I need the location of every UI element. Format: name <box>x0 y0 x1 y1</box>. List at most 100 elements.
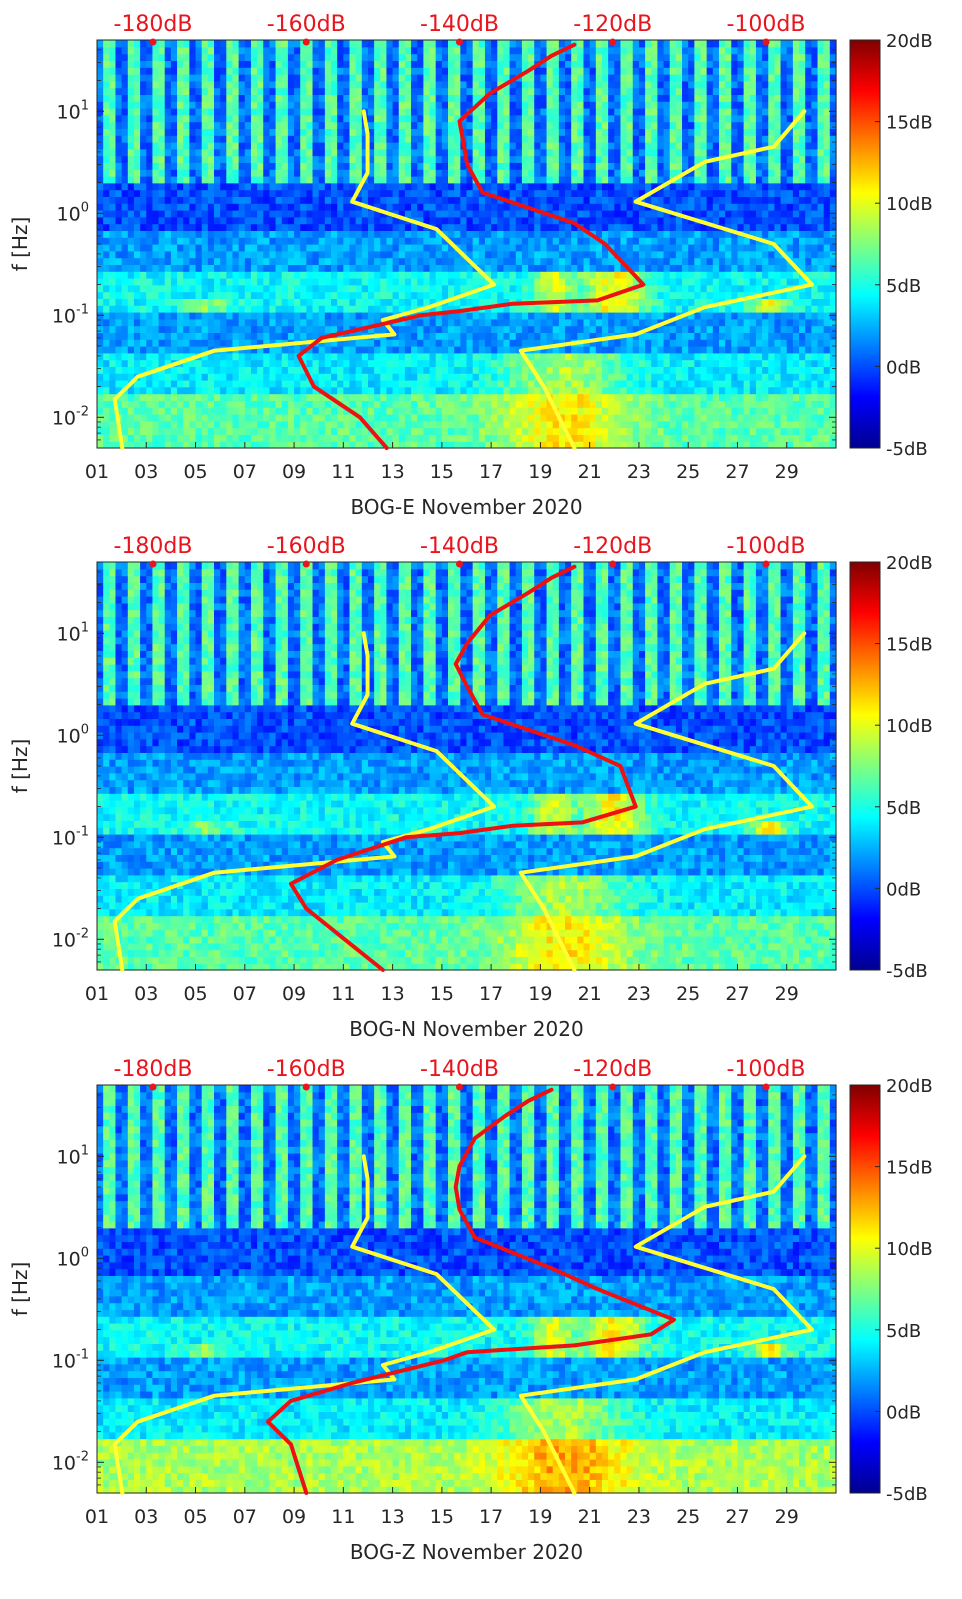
x-axis-label: BOG-E November 2020 <box>350 495 582 519</box>
x-tick-label: 09 <box>282 1506 306 1528</box>
series-line-3 <box>296 42 646 450</box>
x-tick-label: 23 <box>627 461 651 483</box>
series-line-1 <box>112 631 496 972</box>
x-tick-label: 03 <box>134 461 158 483</box>
top-axis-label: -180dB <box>114 534 193 559</box>
colorbar-tick-label: -5dB <box>886 1484 928 1505</box>
colorbar-tick-label: 0dB <box>886 879 921 900</box>
panel-2: 01 03 05 07 09 11 13 15 17 19 21 23 25 27 29 BOG-N Nove… <box>8 534 933 1041</box>
x-tick-label: 17 <box>479 461 503 483</box>
x-tick-label: 13 <box>381 983 405 1005</box>
y-tick-label: 100 <box>57 722 89 747</box>
top-axis-label: -160dB <box>267 12 346 37</box>
y-tick-label: 100 <box>57 200 89 225</box>
top-axis-label: -180dB <box>114 1057 193 1082</box>
top-axis-label: -160dB <box>267 534 346 559</box>
colorbar-tick-label: 10dB <box>886 1239 933 1260</box>
x-tick-label: 29 <box>775 461 799 483</box>
panel-1: 01 03 05 07 09 11 13 15 17 19 21 23 25 27 29 BOG-E Nove… <box>8 12 933 519</box>
x-tick-label: 01 <box>85 983 109 1005</box>
colorbar-tick-label: 15dB <box>886 113 933 134</box>
x-tick-label: 23 <box>627 983 651 1005</box>
x-axis-label: BOG-Z November 2020 <box>350 1540 583 1564</box>
y-axis-label: f [Hz] <box>8 1262 32 1317</box>
top-axis-marker <box>302 560 310 568</box>
x-tick-label: 17 <box>479 983 503 1005</box>
top-axis-marker <box>609 1083 617 1091</box>
colorbar-tick-label: 5dB <box>886 276 921 297</box>
top-axis-label: -100dB <box>727 534 806 559</box>
colorbar <box>849 1084 881 1494</box>
colorbar-tick-label: 20dB <box>886 1076 933 1097</box>
series-line-2 <box>518 631 814 972</box>
series-line-2 <box>518 1154 814 1495</box>
x-tick-label: 27 <box>725 461 749 483</box>
x-tick-label: 09 <box>282 461 306 483</box>
top-axis-marker <box>149 1083 157 1091</box>
x-tick-label: 05 <box>183 1506 207 1528</box>
x-tick-label: 11 <box>331 1506 355 1528</box>
top-axis-marker <box>762 1083 770 1091</box>
series-line-3 <box>288 564 638 972</box>
top-axis-marker <box>456 560 463 568</box>
x-tick-label: 27 <box>725 1506 749 1528</box>
colorbar-tick-label: 10dB <box>886 716 933 737</box>
top-axis-label: -120dB <box>573 1057 652 1082</box>
x-tick-label: 25 <box>676 1506 700 1528</box>
x-tick-label: 21 <box>578 1506 602 1528</box>
top-axis-marker <box>302 38 310 46</box>
x-tick-label: 27 <box>725 983 749 1005</box>
spectrogram-image <box>97 40 837 449</box>
colorbar-tick-label: 15dB <box>886 635 933 656</box>
y-tick-label: 10-1 <box>52 302 89 327</box>
x-tick-label: 15 <box>430 1506 454 1528</box>
x-tick-label: 11 <box>331 983 355 1005</box>
top-axis-label: -120dB <box>573 12 652 37</box>
top-axis-marker <box>609 38 617 46</box>
y-tick-label: 10-2 <box>52 926 89 951</box>
x-tick-label: 19 <box>528 983 552 1005</box>
x-tick-label: 19 <box>528 461 552 483</box>
top-axis-marker <box>149 560 157 568</box>
x-tick-label: 11 <box>331 461 355 483</box>
colorbar-tick-label: 0dB <box>886 1402 921 1423</box>
spectrogram-image <box>97 1085 837 1494</box>
colorbar-tick-label: -5dB <box>886 961 928 982</box>
top-axis-label: -140dB <box>420 12 499 37</box>
x-tick-label: 21 <box>578 461 602 483</box>
x-tick-label: 17 <box>479 1506 503 1528</box>
top-axis-marker <box>456 1083 463 1091</box>
y-axis-label: f [Hz] <box>8 217 32 272</box>
series-line-3 <box>265 1087 676 1495</box>
x-tick-label: 09 <box>282 983 306 1005</box>
y-tick-label: 101 <box>57 98 89 123</box>
x-tick-label: 05 <box>183 983 207 1005</box>
top-axis-label: -160dB <box>267 1057 346 1082</box>
x-tick-label: 03 <box>134 1506 158 1528</box>
y-tick-label: 10-1 <box>52 824 89 849</box>
x-tick-label: 07 <box>233 983 257 1005</box>
top-axis-marker <box>762 38 770 46</box>
panel-3: 01 03 05 07 09 11 13 15 17 19 21 23 25 27 29 BOG-Z Nove… <box>8 1057 933 1564</box>
y-tick-label: 101 <box>57 620 89 645</box>
colorbar-tick-label: -5dB <box>886 439 928 460</box>
x-tick-label: 29 <box>775 1506 799 1528</box>
top-axis-marker <box>149 38 157 46</box>
series-line-1 <box>112 109 496 450</box>
y-tick-label: 101 <box>57 1143 89 1168</box>
colorbar <box>849 561 881 971</box>
x-tick-label: 23 <box>627 1506 651 1528</box>
top-axis-label: -100dB <box>727 12 806 37</box>
x-tick-label: 21 <box>578 983 602 1005</box>
x-axis-label: BOG-N November 2020 <box>349 1017 583 1041</box>
colorbar-tick-label: 10dB <box>886 194 933 215</box>
x-tick-label: 07 <box>233 461 257 483</box>
y-tick-label: 10-2 <box>52 404 89 429</box>
top-axis-marker <box>609 560 617 568</box>
series-line-2 <box>518 109 814 450</box>
top-axis-label: -120dB <box>573 534 652 559</box>
top-axis-label: -140dB <box>420 534 499 559</box>
y-axis-label: f [Hz] <box>8 739 32 794</box>
top-axis-label: -180dB <box>114 12 193 37</box>
colorbar-tick-label: 15dB <box>886 1158 933 1179</box>
